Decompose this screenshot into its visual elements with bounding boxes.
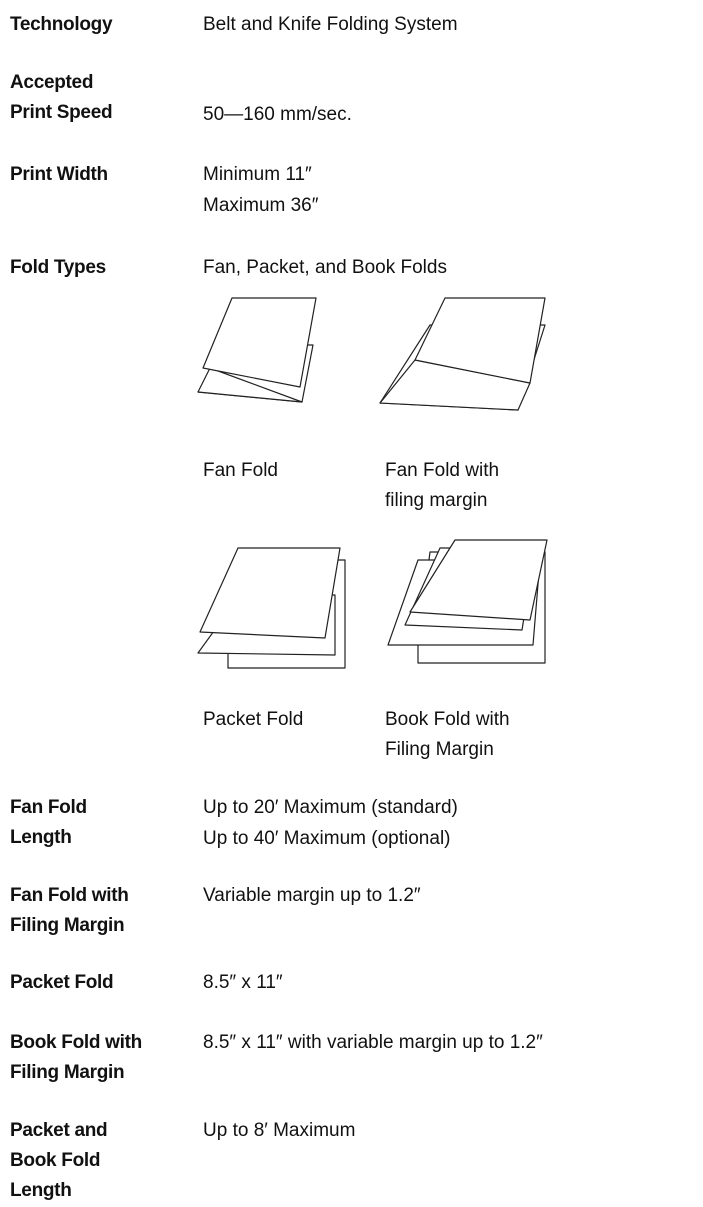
- spec-value: Up to 8′ Maximum: [203, 1120, 356, 1141]
- spec-value: 8.5″ x 11″: [203, 972, 283, 993]
- spec-label: Book Fold with: [10, 1032, 142, 1053]
- spec-label: Fan Fold with: [10, 885, 129, 906]
- spec-label: Technology: [10, 14, 113, 35]
- spec-value: Fan, Packet, and Book Folds: [203, 257, 447, 278]
- figure-caption: Book Fold with: [385, 709, 510, 730]
- spec-label: Print Width: [10, 164, 108, 185]
- spec-value: Variable margin up to 1.2″: [203, 885, 421, 906]
- figure-caption: Fan Fold with: [385, 460, 500, 481]
- spec-value: Up to 40′ Maximum (optional): [203, 828, 451, 849]
- spec-label: Packet and: [10, 1120, 108, 1141]
- spec-value: Maximum 36″: [203, 195, 319, 216]
- figure-caption: Fan Fold: [203, 460, 278, 481]
- spec-label: Print Speed: [10, 102, 113, 123]
- spec-label: Packet Fold: [10, 972, 114, 993]
- figure-caption: filing margin: [385, 490, 488, 511]
- figure-caption: Filing Margin: [385, 739, 494, 760]
- book-fold-figure: [387, 539, 548, 664]
- spec-label: Length: [10, 1180, 72, 1201]
- spec-label: Fan Fold: [10, 797, 87, 818]
- fan-fold-margin-figure: [379, 297, 546, 411]
- spec-label: Filing Margin: [10, 1062, 125, 1083]
- spec-value: Up to 20′ Maximum (standard): [203, 797, 458, 818]
- spec-label: Filing Margin: [10, 915, 125, 936]
- packet-fold-figure: [197, 547, 346, 669]
- fan-fold-figure: [197, 297, 317, 403]
- spec-label: Length: [10, 827, 72, 848]
- spec-label: Book Fold: [10, 1150, 101, 1171]
- spec-value: 50—160 mm/sec.: [203, 104, 352, 125]
- spec-value: 8.5″ x 11″ with variable margin up to 1.…: [203, 1032, 543, 1053]
- figure-caption: Packet Fold: [203, 709, 304, 730]
- spec-label: Fold Types: [10, 257, 106, 278]
- spec-label: Accepted: [10, 72, 94, 93]
- spec-value: Minimum 11″: [203, 164, 312, 185]
- spec-value: Belt and Knife Folding System: [203, 14, 458, 35]
